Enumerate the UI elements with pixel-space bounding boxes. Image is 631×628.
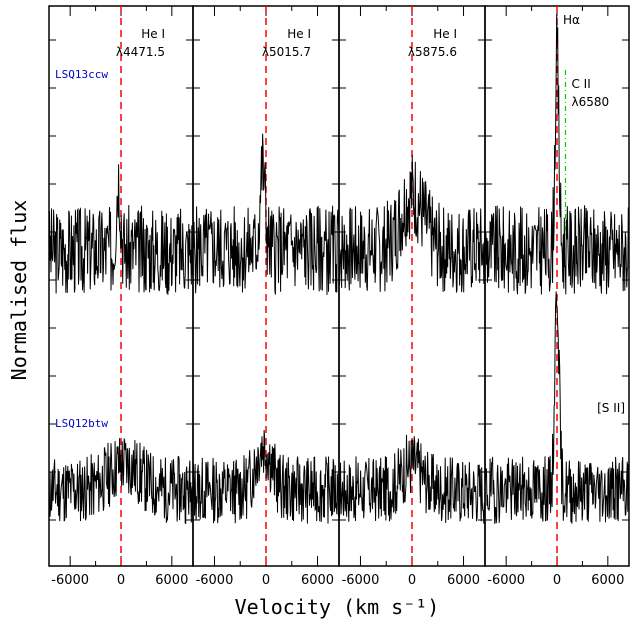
spectrum-line — [484, 291, 630, 524]
spectrum-line — [48, 438, 194, 525]
x-tick-label: 6000 — [155, 573, 188, 588]
object-label-bottom: LSQ12btw — [55, 417, 108, 430]
cii-label-wavelength: λ6580 — [571, 95, 609, 109]
x-tick-label: 0 — [553, 573, 561, 588]
spectrum-line — [338, 434, 486, 524]
x-tick-label: -6000 — [196, 573, 234, 588]
x-tick-label: 6000 — [591, 573, 624, 588]
line-label-wavelength: λ5015.7 — [262, 45, 311, 59]
x-tick-label: -6000 — [342, 573, 380, 588]
object-label-top: LSQ13ccw — [55, 68, 108, 81]
x-tick-label: 6000 — [301, 573, 334, 588]
x-tick-label: 6000 — [447, 573, 480, 588]
sii-label: [S II] — [597, 401, 625, 415]
line-label-species: He I — [141, 27, 165, 41]
spectrum-line — [338, 154, 486, 293]
line-label-wavelength: λ4471.5 — [116, 45, 165, 59]
x-tick-label: -6000 — [51, 573, 89, 588]
spectrum-line — [48, 164, 194, 295]
spectrum-line — [484, 13, 630, 295]
x-tick-label: -6000 — [487, 573, 525, 588]
x-tick-label: 0 — [117, 573, 125, 588]
x-axis-label: Velocity (km s⁻¹) — [235, 595, 440, 619]
spectrum-line — [192, 429, 340, 524]
x-tick-label: 0 — [262, 573, 270, 588]
x-tick-label: 0 — [408, 573, 416, 588]
cii-label-species: C II — [571, 77, 590, 91]
line-label-species: He I — [433, 27, 457, 41]
line-label-species: He I — [287, 27, 311, 41]
y-axis-label: Normalised flux — [7, 200, 31, 381]
line-label-wavelength: λ5875.6 — [408, 45, 457, 59]
spectrum-line — [192, 133, 340, 295]
panels-group: -6000 0 6000 He I λ4471.5 -6000 0 6000 He I λ5015… — [48, 5, 630, 588]
line-label-species: Hα — [563, 13, 580, 27]
